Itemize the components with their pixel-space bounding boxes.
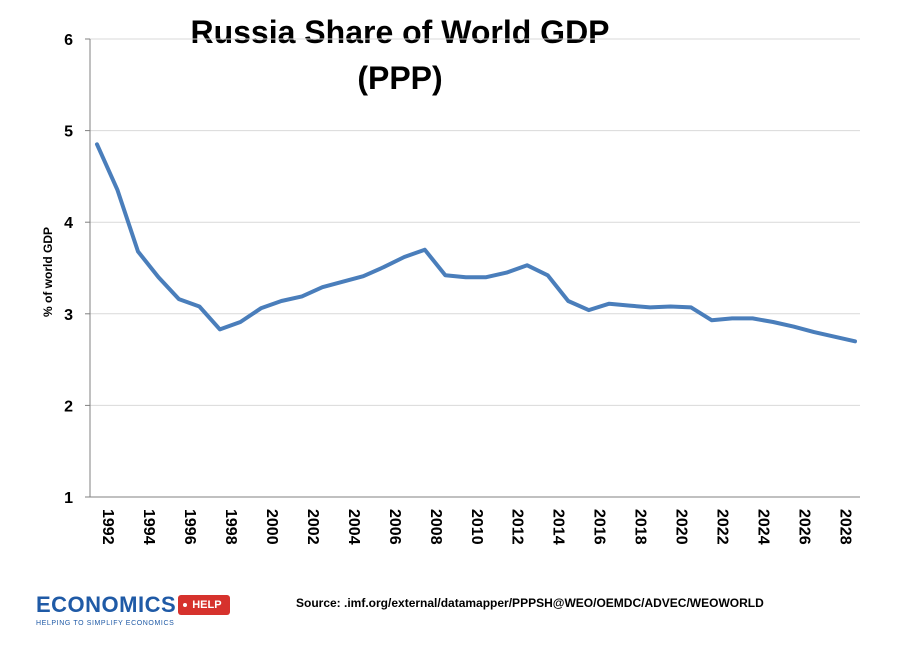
logo-tag: HELP	[178, 595, 230, 615]
economics-help-logo[interactable]: ECONOMICS HELP HELPING TO SIMPLIFY ECONOM…	[36, 592, 230, 627]
source-note: Source: .imf.org/external/datamapper/PPP…	[296, 596, 764, 610]
x-tick-label: 2012	[509, 509, 526, 545]
chart-title-line1: Russia Share of World GDP	[190, 14, 610, 50]
x-tick-label: 2008	[427, 509, 444, 545]
x-tick-label: 2018	[632, 509, 649, 545]
gridlines	[85, 38, 860, 498]
series-line	[95, 142, 857, 344]
x-tick-label: 2004	[345, 509, 362, 545]
x-tick-label: 2028	[837, 509, 854, 545]
x-tick-label: 2000	[263, 509, 280, 545]
x-tick-label: 2024	[755, 509, 772, 545]
x-tick-label: 2006	[386, 509, 403, 545]
logo-tagline: HELPING TO SIMPLIFY ECONOMICS	[36, 620, 175, 627]
y-tick-label: 4	[64, 215, 73, 232]
x-tick-label: 2014	[550, 509, 567, 545]
y-tick-label: 1	[64, 490, 73, 507]
logo-wordmark: ECONOMICS	[36, 592, 177, 617]
chart-title-line2: (PPP)	[357, 60, 443, 96]
x-tick-label: 2026	[796, 509, 813, 545]
x-tick-label: 1998	[222, 509, 239, 545]
x-tick-label: 1994	[140, 509, 157, 545]
x-tick-label: 2010	[468, 509, 485, 545]
x-tick-label: 1992	[99, 509, 116, 545]
y-axis-label: % of world GDP	[41, 227, 55, 317]
x-tick-label: 1996	[181, 509, 198, 545]
y-tick-label: 6	[64, 32, 73, 49]
y-tick-label: 2	[64, 398, 73, 415]
axes	[89, 39, 860, 498]
x-tick-label: 2020	[673, 509, 690, 545]
series-russia	[95, 142, 857, 344]
x-tick-labels: 1992 1994 1996 1998 2000 2002 2004 2006 2008 2010…	[99, 509, 854, 545]
x-tick-label: 2016	[591, 509, 608, 545]
x-tick-label: 2022	[714, 509, 731, 545]
y-tick-label: 5	[64, 124, 73, 141]
y-tick-label: 3	[64, 307, 73, 324]
y-tick-labels: 1 2 3 4 5 6	[64, 32, 73, 507]
x-tick-label: 2002	[304, 509, 321, 545]
